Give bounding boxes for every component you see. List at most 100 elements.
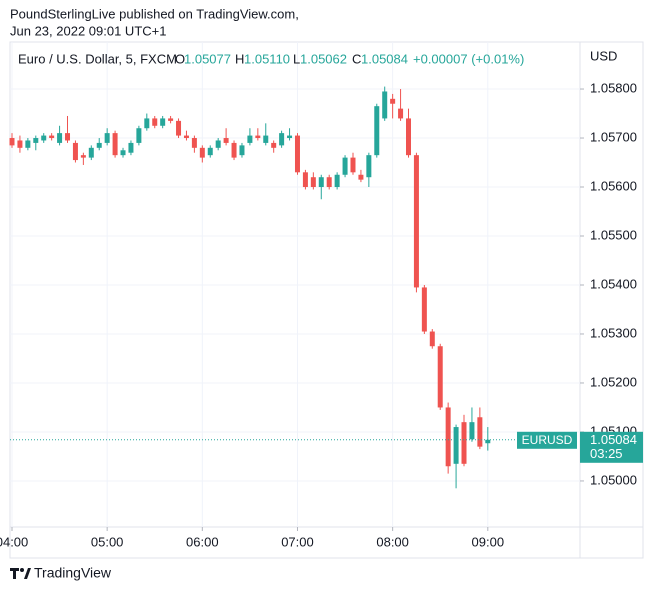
legend-value: 1.05110 (244, 51, 290, 66)
candle-body (350, 157, 356, 173)
candle-body (176, 120, 182, 136)
ohlc-legend: O1.05077 H 1.05110 L 1.05062 C 1.05084 (175, 51, 408, 66)
legend-key: C (352, 51, 361, 66)
change: +0.00007 (+0.01%) (413, 51, 524, 66)
candle-body (191, 138, 197, 148)
candle-body (160, 118, 166, 126)
candle-body (469, 422, 475, 440)
candle-body (33, 138, 39, 143)
candle-body (390, 98, 396, 104)
price-tag-countdown: 03:25 (590, 446, 623, 461)
candle-body (199, 147, 205, 158)
candle-body (136, 128, 142, 143)
candle-body (239, 145, 245, 156)
candle-body (358, 174, 364, 180)
publisher: PoundSterlingLive published on TradingVi… (10, 6, 299, 21)
candle-body (302, 172, 308, 188)
candle-body (255, 135, 261, 139)
y-tick-label: 1.05200 (590, 374, 637, 389)
candle-body (112, 133, 118, 156)
candle-body (326, 177, 332, 188)
candle-body (485, 439, 491, 444)
legend-value: 1.05077 (184, 51, 231, 66)
footer-logo (10, 568, 31, 579)
candle-body (25, 140, 31, 148)
candle-body (65, 133, 71, 141)
candle-body (223, 138, 229, 143)
chart-frame (9, 41, 644, 559)
candle-body (477, 417, 483, 447)
candle-body (366, 155, 372, 178)
y-tick-label: 1.05800 (590, 80, 637, 95)
candle-body (406, 118, 411, 156)
grid: 1.050001.051001.052001.053001.054001.055… (0, 42, 637, 549)
logo-part (20, 568, 24, 572)
candle-body (207, 147, 213, 156)
candle-body (342, 157, 348, 175)
candle-body (9, 138, 15, 146)
candle-body (41, 135, 47, 141)
candle-body (183, 135, 189, 139)
y-tick-label: 1.05400 (590, 276, 637, 291)
candle-body (152, 118, 158, 126)
candle-body (429, 331, 435, 347)
candle-body (421, 287, 427, 332)
candle-body (72, 142, 78, 161)
candle-body (80, 155, 86, 158)
x-tick-label: 09:00 (472, 534, 505, 549)
candle-body (374, 106, 380, 156)
x-tick-label: 07:00 (281, 534, 314, 549)
candle-body (334, 174, 340, 188)
x-tick-label: 04:00 (0, 534, 28, 549)
symbol-tag-label: EURUSD (522, 433, 573, 447)
candle-body (17, 140, 23, 148)
legend-key: H (235, 51, 244, 66)
candle-body (247, 135, 253, 143)
currency: USD (590, 48, 617, 63)
candle-body (215, 140, 221, 148)
candle-body (49, 135, 55, 139)
candle-body (398, 108, 404, 119)
publish-date: Jun 23, 2022 09:01 UTC+1 (10, 23, 166, 38)
candle-body (104, 133, 110, 143)
candle-body (445, 407, 451, 467)
y-tick-label: 1.05500 (590, 227, 637, 242)
symbol-title: Euro / U.S. Dollar, 5, FXCM (18, 51, 177, 66)
candle-body (231, 142, 237, 158)
candle-body (461, 422, 467, 464)
legend-key: L (293, 51, 300, 66)
y-tick-label: 1.05600 (590, 178, 637, 193)
logo-part (13, 568, 16, 579)
candle-body (287, 135, 293, 139)
candle-body (168, 118, 174, 121)
candle-body (57, 133, 63, 143)
candle-body (271, 142, 277, 148)
x-tick-label: 05:00 (91, 534, 124, 549)
y-tick-label: 1.05700 (590, 129, 637, 144)
x-tick-label: 06:00 (186, 534, 219, 549)
price-tag-price: 1.05084 (590, 432, 637, 447)
candle-body (413, 155, 419, 288)
x-tick-label: 08:00 (376, 534, 409, 549)
y-tick-label: 1.05000 (590, 472, 637, 487)
plot (9, 86, 517, 489)
candle-body (453, 427, 459, 464)
candle-body (120, 150, 126, 156)
candle-body (294, 135, 300, 173)
candle-body (128, 142, 134, 153)
legend-key: O (175, 51, 185, 66)
symbol-tag (517, 431, 577, 449)
brand: TradingView (34, 565, 112, 581)
candle-body (88, 147, 94, 158)
candle-body (318, 177, 324, 188)
candle-body (263, 135, 269, 143)
y-tick-label: 1.05300 (590, 325, 637, 340)
price-tag (580, 431, 643, 463)
candle-body (279, 133, 285, 146)
candle-body (144, 118, 150, 129)
legend-value: 1.05062 (300, 51, 347, 66)
candle-body (437, 346, 443, 408)
candle-body (382, 91, 388, 119)
logo-part (24, 568, 31, 579)
